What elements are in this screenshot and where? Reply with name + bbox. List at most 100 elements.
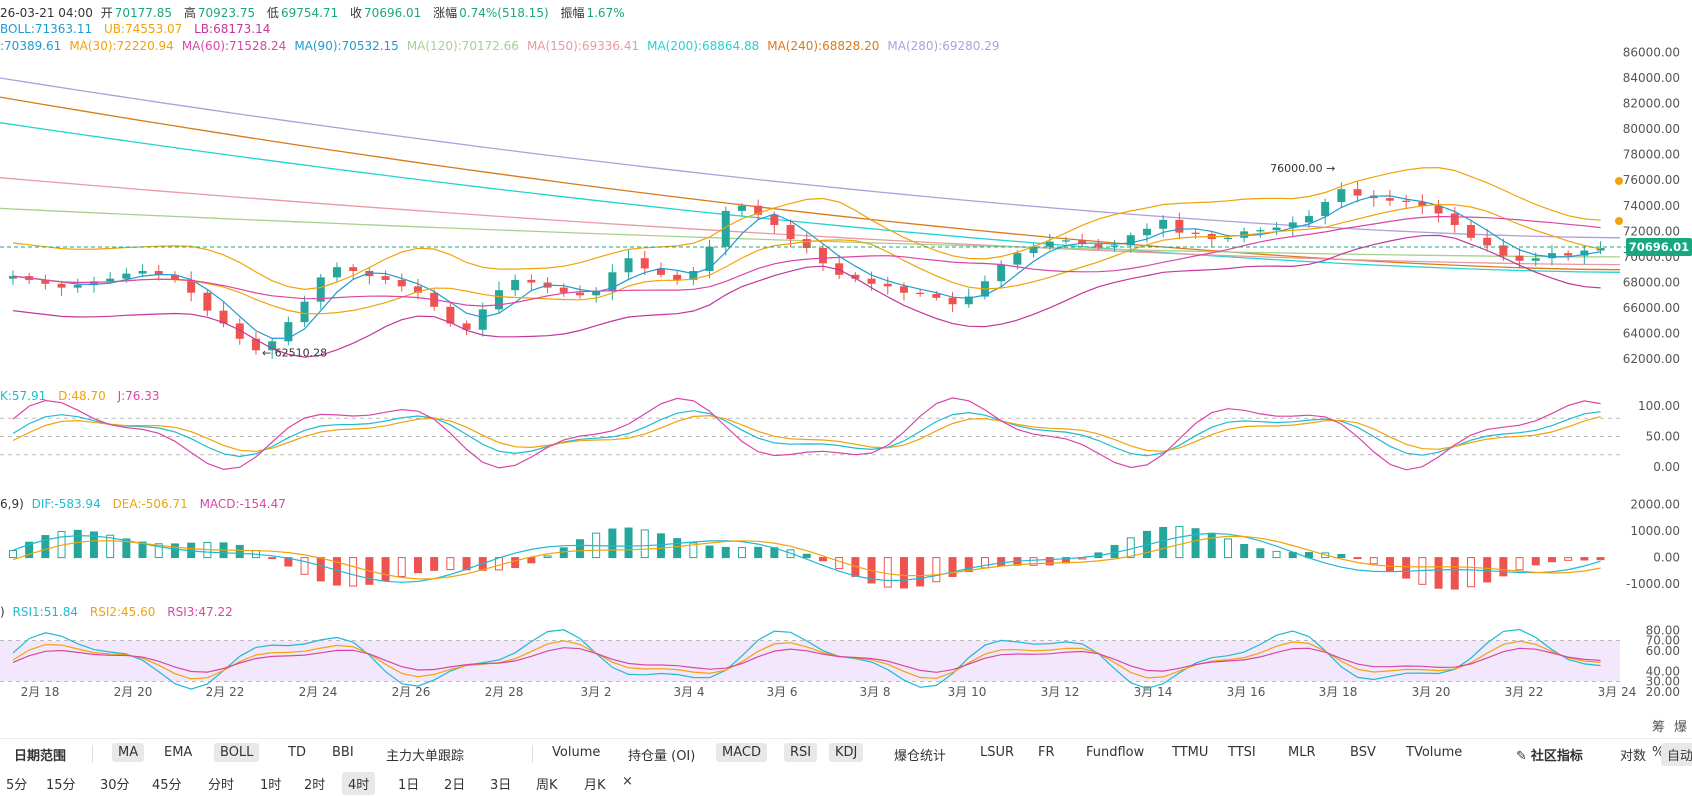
interval-10[interactable]: 3日 <box>490 778 512 793</box>
sub-indicator-item[interactable]: TTMU <box>1172 745 1209 760</box>
date-range-button[interactable]: 日期范围 <box>14 749 67 764</box>
macd-histogram-bar <box>235 544 244 559</box>
candle-body <box>1337 189 1346 202</box>
interval-2[interactable]: 30分 <box>100 778 130 793</box>
main-indicator-主力大单跟踪[interactable]: 主力大单跟踪 <box>386 749 465 764</box>
candle-body <box>122 273 131 279</box>
price-tick-label: 86000.00 <box>1623 45 1680 59</box>
interval-3[interactable]: 45分 <box>152 778 182 793</box>
ma5-line <box>12 195 1601 340</box>
macd-histogram-bar <box>154 543 163 559</box>
high-annotation: 76000.00 → <box>1270 162 1335 175</box>
sub-indicator-item[interactable]: 持仓量 (OI) <box>628 749 696 764</box>
interval-0[interactable]: 5分 <box>6 778 28 793</box>
candle-body <box>332 267 341 278</box>
interval-8[interactable]: 1日 <box>398 778 420 793</box>
candle-body <box>413 286 422 293</box>
macd-histogram-bar <box>1175 526 1184 559</box>
sub-indicator-item[interactable]: BSV <box>1350 745 1376 760</box>
macd-histogram-bar <box>948 557 957 577</box>
interval-7[interactable]: 4时 <box>342 772 376 795</box>
sub-indicator-item[interactable]: Volume <box>552 745 601 760</box>
auto-scale-toggle[interactable]: 自动 <box>1661 743 1692 766</box>
interval-1[interactable]: 15分 <box>46 778 76 793</box>
main-indicator-bbi[interactable]: BBI <box>332 745 354 760</box>
macd-histogram-bar <box>705 545 714 559</box>
macd-value: MACD:-154.47 <box>199 497 286 511</box>
candle-body <box>251 338 260 351</box>
sub-indicator-item[interactable]: KDJ <box>829 743 864 762</box>
liquidation-label[interactable]: 爆 <box>1674 720 1688 735</box>
interval-4[interactable]: 分时 <box>208 778 235 793</box>
main-indicator-boll[interactable]: BOLL <box>214 743 260 762</box>
candle-body <box>656 268 665 275</box>
candle-body <box>57 283 66 288</box>
x-tick-label: 2月 26 <box>392 685 431 699</box>
price-chart[interactable]: 86000.00 84000.00 82000.00 80000.00 78000.00… <box>0 0 1692 738</box>
candle-body <box>8 276 17 279</box>
sub-indicator-item[interactable]: TVolume <box>1406 745 1463 760</box>
macd-histogram-bar <box>1045 557 1054 566</box>
macd-histogram-bar <box>754 546 763 559</box>
chip-distribution-label[interactable]: 筹 <box>1652 720 1666 735</box>
main-indicator-td[interactable]: TD <box>288 745 306 760</box>
log-scale-toggle[interactable]: 对数 <box>1620 749 1647 764</box>
macd-histogram-bar <box>575 539 584 559</box>
macd-histogram-bar <box>1029 557 1038 566</box>
candle-body <box>1045 241 1054 247</box>
macd-histogram-bar <box>527 557 536 564</box>
sub-indicator-item[interactable]: Fundflow <box>1086 745 1145 760</box>
sub-indicator-item[interactable]: 爆仓统计 <box>894 749 947 764</box>
macd-histogram-bar <box>170 543 179 559</box>
x-tick-label: 3月 2 <box>580 685 611 699</box>
sub-indicator-item[interactable]: MACD <box>716 743 767 762</box>
candle-body <box>721 210 730 247</box>
candle-body <box>997 264 1006 282</box>
community-indicators-button[interactable]: ✎ 社区指标 <box>1510 743 1589 766</box>
interval-9[interactable]: 2日 <box>444 778 466 793</box>
ma60-line <box>12 215 1601 307</box>
x-tick-label: 2月 18 <box>21 685 60 699</box>
candle-body <box>640 258 649 269</box>
sub-indicator-item[interactable]: FR <box>1038 745 1055 760</box>
candle-body <box>608 272 617 292</box>
sub-indicator-item[interactable]: MLR <box>1288 745 1316 760</box>
macd-histogram-bar <box>1466 557 1475 588</box>
macd-histogram-bar <box>640 529 649 559</box>
macd-histogram-bar <box>41 535 50 559</box>
macd-histogram-bar <box>1256 548 1265 559</box>
macd-histogram-bar <box>1240 543 1249 559</box>
macd-dea: DEA:-506.71 <box>112 497 188 511</box>
macd-histogram-bar <box>106 534 115 559</box>
candle-body <box>89 281 98 286</box>
main-indicator-ema[interactable]: EMA <box>164 745 193 760</box>
candle-body <box>41 279 50 284</box>
candle-body <box>1142 228 1151 236</box>
candle-body <box>883 283 892 287</box>
candle-body <box>624 258 633 273</box>
ma30-line <box>12 203 1601 315</box>
sub-indicator-item[interactable]: LSUR <box>980 745 1015 760</box>
candle-body <box>316 277 325 302</box>
macd-histogram-bar <box>543 555 552 559</box>
macd-histogram-bar <box>883 557 892 588</box>
close-icon[interactable]: × <box>622 774 633 789</box>
ma-legend-item: MA(240):68828.20 <box>767 39 880 53</box>
macd-histogram-bar <box>1499 557 1508 577</box>
interval-11[interactable]: 周K <box>536 778 558 793</box>
osc-tick-label: 100.00 <box>1638 399 1680 413</box>
main-indicator-ma[interactable]: MA <box>112 743 145 762</box>
macd-histogram-bar <box>1385 557 1394 572</box>
interval-12[interactable]: 月K <box>584 778 606 793</box>
sub-indicator-item[interactable]: TTSI <box>1228 745 1256 760</box>
open-label: 开 <box>100 6 113 20</box>
boll-lower-line <box>12 234 1601 358</box>
interval-6[interactable]: 2时 <box>304 778 326 793</box>
macd-histogram-bar <box>802 553 811 559</box>
sub-indicator-item[interactable]: RSI <box>784 743 818 762</box>
candle-body <box>1191 232 1200 234</box>
osc-tick-label: 30.00 <box>1646 675 1680 689</box>
interval-5[interactable]: 1时 <box>260 778 282 793</box>
candle-body <box>916 292 925 295</box>
macd-histogram-bar <box>1159 526 1168 559</box>
